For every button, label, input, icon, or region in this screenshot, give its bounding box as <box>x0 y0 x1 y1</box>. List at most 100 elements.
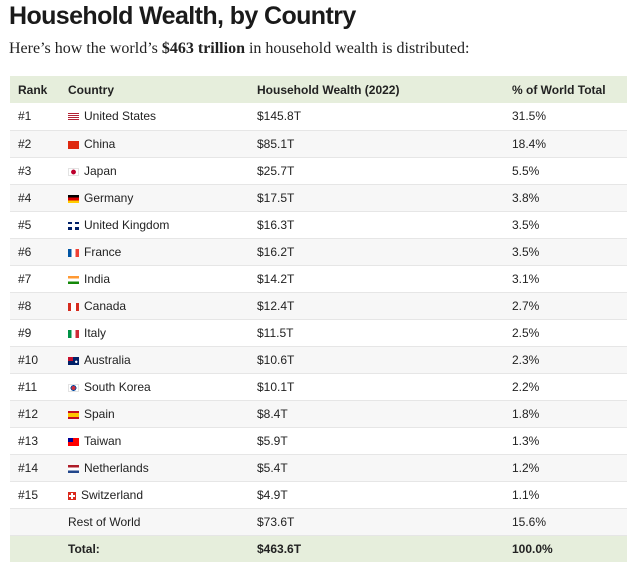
total-share: 100.0% <box>512 541 553 556</box>
wealth-cell: $10.1T <box>257 379 295 394</box>
rank-cell: #11 <box>18 379 38 394</box>
spain-flag-icon <box>68 410 79 419</box>
table-row: #13 Taiwan $5.9T 1.3% <box>10 427 627 454</box>
rank-cell: #15 <box>18 487 39 502</box>
table-row: #2 China $85.1T 18.4% <box>10 130 627 157</box>
rank-cell: #9 <box>18 325 32 340</box>
wealth-cell: $10.6T <box>257 352 295 367</box>
share-cell: 3.5% <box>512 217 540 232</box>
table-row: Rest of World $73.6T 15.6% <box>10 508 627 535</box>
total-label: Total: <box>68 541 100 556</box>
share-cell: 1.1% <box>512 487 540 502</box>
uk-flag-icon <box>68 221 79 230</box>
country-name: France <box>84 244 122 259</box>
country-cell: Taiwan <box>60 427 249 454</box>
table-header-row: Rank Country Household Wealth (2022) % o… <box>10 76 627 103</box>
share-cell: 3.1% <box>512 271 540 286</box>
wealth-cell: $14.2T <box>257 271 295 286</box>
rank-cell: #1 <box>18 109 32 124</box>
country-name: Canada <box>84 298 127 313</box>
wealth-cell: $12.4T <box>257 298 295 313</box>
wealth-cell: $16.2T <box>257 244 295 259</box>
germany-flag-icon <box>68 194 79 203</box>
wealth-cell: $8.4T <box>257 406 288 421</box>
country-name: Germany <box>84 190 134 205</box>
italy-flag-icon <box>68 329 79 338</box>
china-flag-icon <box>68 140 79 149</box>
country-cell: Spain <box>60 400 249 427</box>
country-cell: China <box>60 130 249 157</box>
us-flag-icon <box>68 113 79 122</box>
country-cell: United States <box>60 103 249 130</box>
japan-flag-icon <box>68 167 79 176</box>
country-cell: Switzerland <box>60 481 249 508</box>
rank-cell: #7 <box>18 271 32 286</box>
table-row: #6 France $16.2T 3.5% <box>10 238 627 265</box>
country-cell: Netherlands <box>60 454 249 481</box>
table-row: #4 Germany $17.5T 3.8% <box>10 184 627 211</box>
wealth-cell: $11.5T <box>257 325 294 340</box>
country-name: United States <box>84 109 157 124</box>
wealth-cell: $25.7T <box>257 163 295 178</box>
wealth-cell: $73.6T <box>257 514 295 529</box>
rank-cell: #6 <box>18 244 32 259</box>
rank-cell: #8 <box>18 298 32 313</box>
country-cell: United Kingdom <box>60 211 249 238</box>
france-flag-icon <box>68 248 79 257</box>
switzerland-flag-icon <box>68 491 76 500</box>
country-cell: Italy <box>60 319 249 346</box>
rank-cell: #13 <box>18 433 39 448</box>
subtitle-suffix: in household wealth is distributed: <box>244 40 470 57</box>
country-cell: Canada <box>60 292 249 319</box>
rank-cell: #12 <box>18 406 39 421</box>
table-row: #14 Netherlands $5.4T 1.2% <box>10 454 627 481</box>
share-cell: 3.5% <box>512 244 540 259</box>
share-cell: 1.8% <box>512 406 540 421</box>
country-name: Japan <box>84 163 117 178</box>
share-cell: 1.2% <box>512 460 540 475</box>
table-row: #15 Switzerland $4.9T 1.1% <box>10 481 627 508</box>
share-cell: 2.2% <box>512 379 540 394</box>
country-name: Australia <box>84 352 131 367</box>
south-korea-flag-icon <box>68 383 79 392</box>
country-cell: Australia <box>60 346 249 373</box>
country-cell: South Korea <box>60 373 249 400</box>
country-name: South Korea <box>84 379 151 394</box>
rank-cell: #4 <box>18 190 32 205</box>
table-row: #7 India $14.2T 3.1% <box>10 265 627 292</box>
header-wealth: Household Wealth (2022) <box>257 82 400 97</box>
table-row: #3 Japan $25.7T 5.5% <box>10 157 627 184</box>
wealth-cell: $85.1T <box>257 136 295 151</box>
header-rank: Rank <box>18 82 48 97</box>
country-cell: France <box>60 238 249 265</box>
canada-flag-icon <box>68 302 79 311</box>
subtitle-highlight: $463 trillion <box>161 40 245 57</box>
country-name: China <box>84 136 116 151</box>
total-rank-cell <box>10 535 60 562</box>
table-body: #1 United States $145.8T 31.5% #2 China $85.1T… <box>10 103 627 535</box>
header-share: % of World Total <box>512 82 606 97</box>
country-name: Italy <box>84 325 107 340</box>
wealth-table: Rank Country Household Wealth (2022) % o… <box>10 76 627 562</box>
australia-flag-icon <box>68 356 79 365</box>
share-cell: 31.5% <box>512 109 547 124</box>
share-cell: 1.3% <box>512 433 540 448</box>
country-name: Switzerland <box>81 487 144 502</box>
country-name: Netherlands <box>84 460 149 475</box>
rank-cell: #10 <box>18 352 39 367</box>
table-row: #9 Italy $11.5T 2.5% <box>10 319 627 346</box>
total-row: Total: $463.6T 100.0% <box>10 535 627 562</box>
subtitle-prefix: Here’s how the world’s <box>9 40 162 57</box>
rank-cell: #14 <box>18 460 39 475</box>
subtitle: Here’s how the world’s $463 trillion in … <box>9 40 469 58</box>
table-row: #5 United Kingdom $16.3T 3.5% <box>10 211 627 238</box>
country-name: Rest of World <box>68 514 141 529</box>
header-country: Country <box>68 82 114 97</box>
country-name: India <box>84 271 111 286</box>
country-cell: Japan <box>60 157 249 184</box>
country-cell: Rest of World <box>60 508 249 535</box>
country-name: Spain <box>84 406 115 421</box>
netherlands-flag-icon <box>68 464 79 473</box>
country-cell: India <box>60 265 249 292</box>
share-cell: 2.5% <box>512 325 540 340</box>
